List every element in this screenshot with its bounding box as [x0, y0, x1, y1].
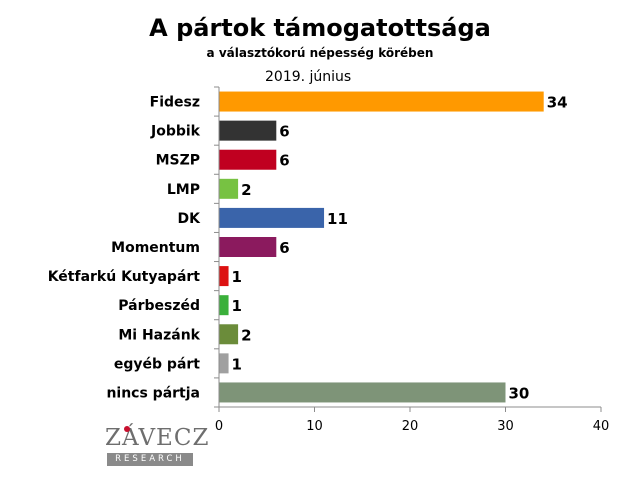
chart-period: 2019. június: [265, 69, 352, 85]
x-tick-label: 0: [215, 419, 223, 434]
x-tick-label: 20: [402, 419, 419, 434]
bar: [219, 237, 277, 257]
data-label: 6: [279, 152, 289, 170]
category-label: Mi Hazánk: [118, 327, 200, 343]
bar: [219, 207, 325, 228]
bar: [219, 178, 239, 199]
bar: [219, 324, 239, 345]
category-label: Jobbik: [150, 124, 201, 140]
data-label: 6: [279, 239, 289, 257]
chart-subtitle: a választókorú népesség körében: [206, 46, 434, 60]
data-label: 1: [232, 268, 242, 286]
logo-accent-dot: [124, 426, 130, 432]
axes-group: [214, 86, 602, 412]
data-label: 34: [547, 94, 568, 112]
category-label: MSZP: [156, 153, 200, 169]
data-label: 2: [241, 181, 251, 199]
bar: [219, 149, 277, 170]
category-label: egyéb párt: [114, 356, 200, 372]
data-label: 1: [232, 297, 242, 315]
category-label: LMP: [167, 182, 200, 198]
chart-title: A pártok támogatottsága: [149, 14, 491, 42]
x-tick-label: 40: [593, 419, 610, 434]
data-label: 2: [241, 326, 251, 344]
bar: [219, 295, 229, 316]
x-tick-label: 30: [497, 419, 514, 434]
category-label: Momentum: [111, 240, 200, 256]
data-label: 11: [327, 210, 348, 228]
bars-group: [219, 91, 544, 403]
data-label: 30: [509, 384, 530, 402]
tick-labels: 0 10 20 30 40: [215, 419, 609, 434]
category-label: Párbeszéd: [118, 298, 200, 314]
category-label: Kétfarkú Kutyapárt: [48, 269, 201, 285]
data-label: 1: [232, 355, 242, 373]
logo-wordmark: ZÁVECZ: [105, 425, 210, 451]
category-labels: Fidesz Jobbik MSZP LMP DK Momentum Kétfarkú Ku…: [48, 95, 201, 402]
zavecz-logo: ZÁVECZ RESEARCH: [105, 425, 210, 469]
bar: [219, 266, 229, 287]
logo-subtitle: RESEARCH: [107, 453, 193, 466]
category-label: Fidesz: [150, 95, 200, 111]
x-tick-label: 10: [306, 419, 323, 434]
data-label: 6: [279, 123, 289, 141]
category-label: DK: [178, 211, 202, 227]
bar: [219, 382, 506, 403]
bar: [219, 120, 277, 141]
category-label: nincs pártja: [106, 385, 200, 401]
bar: [219, 91, 544, 112]
bar: [219, 353, 229, 374]
